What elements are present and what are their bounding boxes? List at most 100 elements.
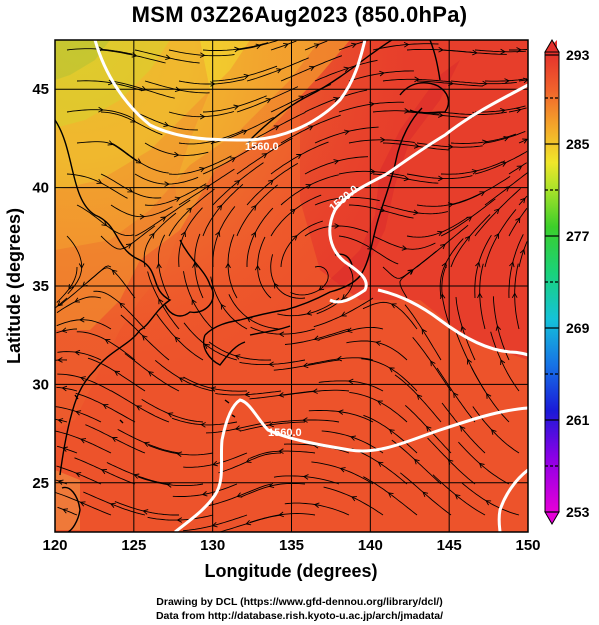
streamline [400,472,452,516]
lon-tick-label: 130 [200,537,225,554]
streamline-arrow [334,223,340,229]
streamline [100,225,156,250]
streamline-arrow [343,129,350,135]
streamline [508,208,528,237]
streamline [492,296,510,361]
streamline [236,137,293,175]
lon-tick-label: 145 [437,537,462,554]
streamline-arrow [291,235,298,241]
streamline-arrow [475,261,481,268]
streamline [183,452,248,468]
streamline [280,220,323,268]
streamline-arrow [199,113,206,120]
streamline [106,462,170,485]
streamline [66,173,128,199]
streamline [134,199,191,237]
contour-label-south: 1560.0 [268,427,302,439]
streamline-arrow [336,355,343,362]
streamline-arrow [350,435,356,441]
streamline [361,358,418,392]
streamline [461,482,520,516]
streamline-arrow [448,80,454,87]
lon-tick-label: 140 [358,537,383,554]
streamline [472,406,520,454]
streamline [508,107,527,113]
streamline [475,105,526,113]
colorbar-label: 285 [566,136,590,152]
streamline-arrow [186,207,193,213]
streamline [57,351,102,361]
streamline-arrow [142,509,149,515]
streamline-arrow [437,230,444,236]
streamline-arrow [403,41,410,48]
streamline-arrow [369,101,375,108]
streamline-arrow [245,457,252,463]
streamline [406,216,469,238]
streamline [66,48,133,55]
streamline-arrow [210,81,216,87]
streamline [277,297,340,317]
streamline [110,142,169,174]
streamline [338,40,368,51]
streamline [508,234,524,299]
streamline-arrow [351,42,357,49]
streamline-arrow [210,386,217,392]
streamline-arrow [216,204,223,211]
streamline [172,483,238,497]
streamline [141,399,204,423]
streamline-arrow [225,262,231,269]
streamline [518,138,528,144]
streamline [391,439,442,485]
streamline-arrow [268,361,274,368]
streamline [183,271,214,330]
streamline-arrow [102,404,109,410]
streamline [75,392,136,423]
streamline-arrow [500,359,506,366]
colorbar-label: 253 [566,504,590,520]
streamline [314,126,379,144]
streamline-arrow [75,472,82,478]
lat-tick-label: 25 [32,475,49,492]
streamline [100,173,162,199]
streamline-arrow [109,502,116,508]
streamline-arrow [265,98,272,104]
streamline-arrow [522,138,528,144]
streamline-arrow [234,354,241,360]
lat-tick-label: 45 [32,81,49,98]
streamline-arrow [346,327,353,333]
streamline [117,429,180,454]
streamline [318,326,384,341]
streamline [178,130,244,145]
streamline [490,331,520,392]
streamline [246,111,306,144]
streamline-arrow [421,328,427,335]
streamline [382,204,448,215]
streamline [55,430,112,454]
streamline [134,173,199,185]
latitude-ticks: 25 30 35 40 45 [32,81,49,492]
streamline [416,80,483,87]
streamline [284,328,350,345]
streamline [56,296,102,313]
streamline [382,142,449,151]
streamline [134,49,200,64]
streamline-arrow [199,52,206,58]
streamline-arrow [313,43,320,49]
streamline [57,506,78,516]
streamline [246,163,299,206]
streamline-arrow [377,461,384,467]
streamline [66,109,132,119]
streamline [183,514,248,532]
streamline [212,206,236,268]
streamline [157,234,170,299]
colorbar-label: 293 [566,47,590,63]
streamline-arrow [500,48,506,55]
streamline-arrow [230,157,236,163]
streamline [280,174,339,206]
streamline-arrow [204,185,211,191]
streamline-arrow [486,393,492,399]
streamline-arrow [174,196,181,202]
streamline-arrow [404,108,410,114]
streamline-arrow [408,269,414,275]
streamline [55,492,112,516]
